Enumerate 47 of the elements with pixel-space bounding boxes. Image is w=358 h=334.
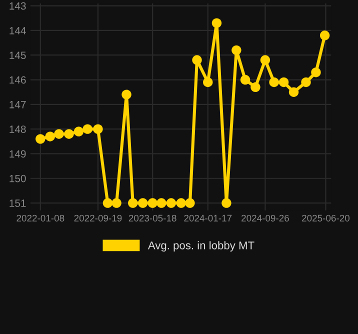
point [192,55,202,65]
point [128,198,138,208]
point [301,77,311,88]
point [185,198,195,208]
y-tick-label: 144 [10,27,26,34]
point [122,90,132,100]
point [36,134,46,144]
point [203,77,213,88]
y-tick-label: 147 [10,101,26,108]
point [311,68,321,78]
point [138,198,148,208]
y-tick-label: 145 [10,52,26,59]
point [176,198,186,208]
x-tick-label: 2022-09-19 [74,214,122,222]
point [166,198,176,208]
point [278,77,289,88]
point [269,77,279,88]
y-tick-label: 151 [10,200,26,207]
x-tick-label: 2024-01-17 [184,214,232,222]
point [240,74,250,85]
point [212,18,222,28]
point [54,129,64,139]
point [74,126,84,136]
legend-label: Avg. pos. in lobby MT [148,241,254,252]
y-tick-label: 150 [10,174,26,182]
point [232,45,242,56]
point [260,55,270,65]
point [250,82,260,92]
point [102,198,113,208]
point [320,30,330,40]
x-tick-label: 2025-06-20 [302,214,350,222]
y-tick-label: 143 [10,2,26,10]
point [45,132,56,142]
y-tick-label: 149 [10,150,26,158]
point [112,198,122,208]
point [82,124,92,134]
x-tick-label: 2022-01-08 [16,214,64,222]
point [148,198,158,208]
point [156,198,166,208]
point [288,87,299,97]
point [64,129,74,139]
y-tick-label: 148 [10,126,26,133]
x-tick-label: 2024-09-26 [242,214,289,222]
point [222,198,232,208]
x-tick-label: 2023-05-18 [128,214,176,222]
y-tick-label: 146 [10,76,26,84]
point [93,124,103,134]
